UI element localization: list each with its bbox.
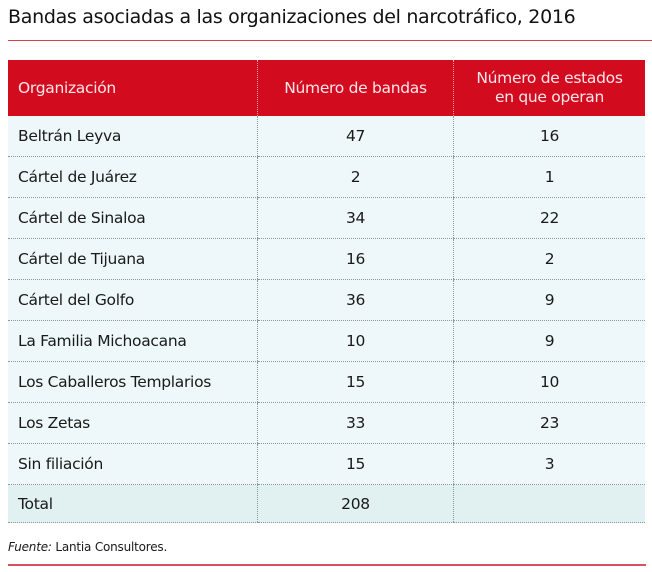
cell-value: 9 — [453, 279, 645, 321]
source-text: Lantia Consultores. — [51, 540, 168, 554]
cell-value: 208 — [257, 484, 454, 523]
title-divider — [8, 40, 652, 41]
header-numero-estados-text: Número de estados en que operan — [476, 69, 623, 106]
cell-value: 34 — [257, 197, 454, 239]
cell-organization: Cártel de Tijuana — [8, 238, 258, 280]
cell-organization: Total — [8, 484, 258, 523]
cell-organization: Los Caballeros Templarios — [8, 361, 258, 403]
cell-value: 36 — [257, 279, 454, 321]
total-row: Total 208 — [8, 484, 645, 523]
table-row: La Familia Michoacana 10 9 — [8, 320, 645, 362]
cell-value: 1 — [453, 156, 645, 198]
table-row: Cártel del Golfo 36 9 — [8, 279, 645, 321]
cell-value: 16 — [453, 116, 645, 157]
cell-value: 10 — [257, 320, 454, 362]
bottom-divider — [8, 564, 646, 566]
cell-organization: Cártel de Sinaloa — [8, 197, 258, 239]
cell-value: 16 — [257, 238, 454, 280]
cell-value: 9 — [453, 320, 645, 362]
table-row: Cártel de Sinaloa 34 22 — [8, 197, 645, 239]
cell-value: 23 — [453, 402, 645, 444]
cell-value — [453, 484, 645, 523]
cell-value: 2 — [257, 156, 454, 198]
table-row: Cártel de Tijuana 16 2 — [8, 238, 645, 280]
header-numero-estados: Número de estados en que operan — [453, 60, 645, 116]
cell-organization: Sin filiación — [8, 443, 258, 485]
table-row: Sin filiación 15 3 — [8, 443, 645, 485]
data-table: Organización Número de bandas Número de … — [8, 60, 645, 523]
header-organizacion: Organización — [8, 60, 258, 116]
cell-organization: Beltrán Leyva — [8, 116, 258, 157]
table-row: Los Caballeros Templarios 15 10 — [8, 361, 645, 403]
cell-value: 15 — [257, 361, 454, 403]
cell-value: 47 — [257, 116, 454, 157]
cell-value: 3 — [453, 443, 645, 485]
cell-value: 2 — [453, 238, 645, 280]
cell-value: 22 — [453, 197, 645, 239]
cell-organization: La Familia Michoacana — [8, 320, 258, 362]
cell-value: 10 — [453, 361, 645, 403]
cell-value: 15 — [257, 443, 454, 485]
cell-value: 33 — [257, 402, 454, 444]
source-note: Fuente: Lantia Consultores. — [8, 540, 167, 554]
cell-organization: Cártel de Juárez — [8, 156, 258, 198]
source-label: Fuente: — [8, 540, 52, 554]
cell-organization: Los Zetas — [8, 402, 258, 444]
table-title: Bandas asociadas a las organizaciones de… — [8, 6, 576, 28]
header-numero-bandas: Número de bandas — [257, 60, 454, 116]
table-row: Cártel de Juárez 2 1 — [8, 156, 645, 198]
header-row: Organización Número de bandas Número de … — [8, 60, 645, 116]
table-row: Beltrán Leyva 47 16 — [8, 116, 645, 157]
cell-organization: Cártel del Golfo — [8, 279, 258, 321]
table-row: Los Zetas 33 23 — [8, 402, 645, 444]
